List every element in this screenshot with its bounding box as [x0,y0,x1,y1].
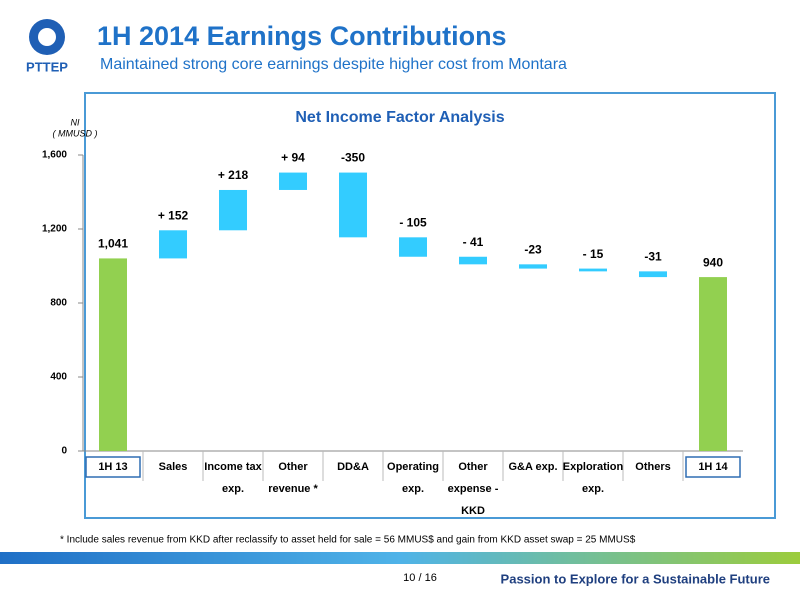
change-bar [159,230,187,259]
x-tick-label: 1H 13 [98,461,127,473]
x-tick-label: exp. [582,483,604,495]
change-bar [579,268,607,272]
change-bar [279,172,307,190]
x-tick-label: 1H 14 [698,461,728,473]
change-bar [339,172,367,238]
logo-mark-inner [38,28,56,46]
y-tick-label: 1,200 [42,224,67,235]
y-tick-label: 0 [61,446,67,457]
value-label: -23 [524,243,542,257]
y-tick-label: 1,600 [42,150,67,161]
total-bar [699,277,727,451]
total-label-box [85,456,141,478]
x-tick-label: expense - [448,483,499,495]
slide-title: 1H 2014 Earnings Contributions [97,21,507,51]
value-label: 940 [703,255,723,269]
change-bar [639,271,667,278]
y-axis-label: NI [71,117,80,127]
value-label: - 41 [463,235,484,249]
value-label: - 15 [583,247,604,261]
change-bar [399,237,427,257]
value-label: + 152 [158,208,189,222]
y-tick-label: 400 [50,372,67,383]
x-tick-label: Other [278,461,308,473]
footer-stripe [0,552,800,564]
x-tick-label: G&A exp. [508,461,557,473]
x-tick-label: Exploration [563,461,624,473]
x-tick-label: exp. [402,483,424,495]
x-tick-label: exp. [222,483,244,495]
change-bar [459,256,487,265]
x-tick-label: Others [635,461,670,473]
x-tick-label: Sales [159,461,188,473]
footnote: * Include sales revenue from KKD after r… [60,535,636,546]
tagline: Passion to Explore for a Sustainable Fut… [501,571,770,586]
value-label: - 105 [399,215,427,229]
x-tick-label: DD&A [337,461,369,473]
value-label: 1,041 [98,237,128,251]
value-label: + 94 [281,151,305,165]
y-tick-label: 800 [50,298,67,309]
x-tick-label: Income tax [204,461,262,473]
value-label: + 218 [218,168,249,182]
y-axis-label: ( MMUSD ) [53,128,98,138]
total-label-box [685,456,741,478]
change-bar [519,264,547,269]
change-bar [219,189,247,231]
x-tick-label: Operating [387,461,439,473]
value-label: -31 [644,250,662,264]
total-bar [99,258,127,451]
page-number: 10 / 16 [403,572,437,584]
logo-text: PTTEP [26,59,68,74]
chart-frame [84,92,776,519]
slide-subtitle: Maintained strong core earnings despite … [100,56,567,73]
x-tick-label: Other [458,461,488,473]
chart-title: Net Income Factor Analysis [295,109,504,126]
x-tick-label: revenue * [268,483,318,495]
value-label: -350 [341,151,365,165]
x-tick-label: KKD [461,505,485,517]
